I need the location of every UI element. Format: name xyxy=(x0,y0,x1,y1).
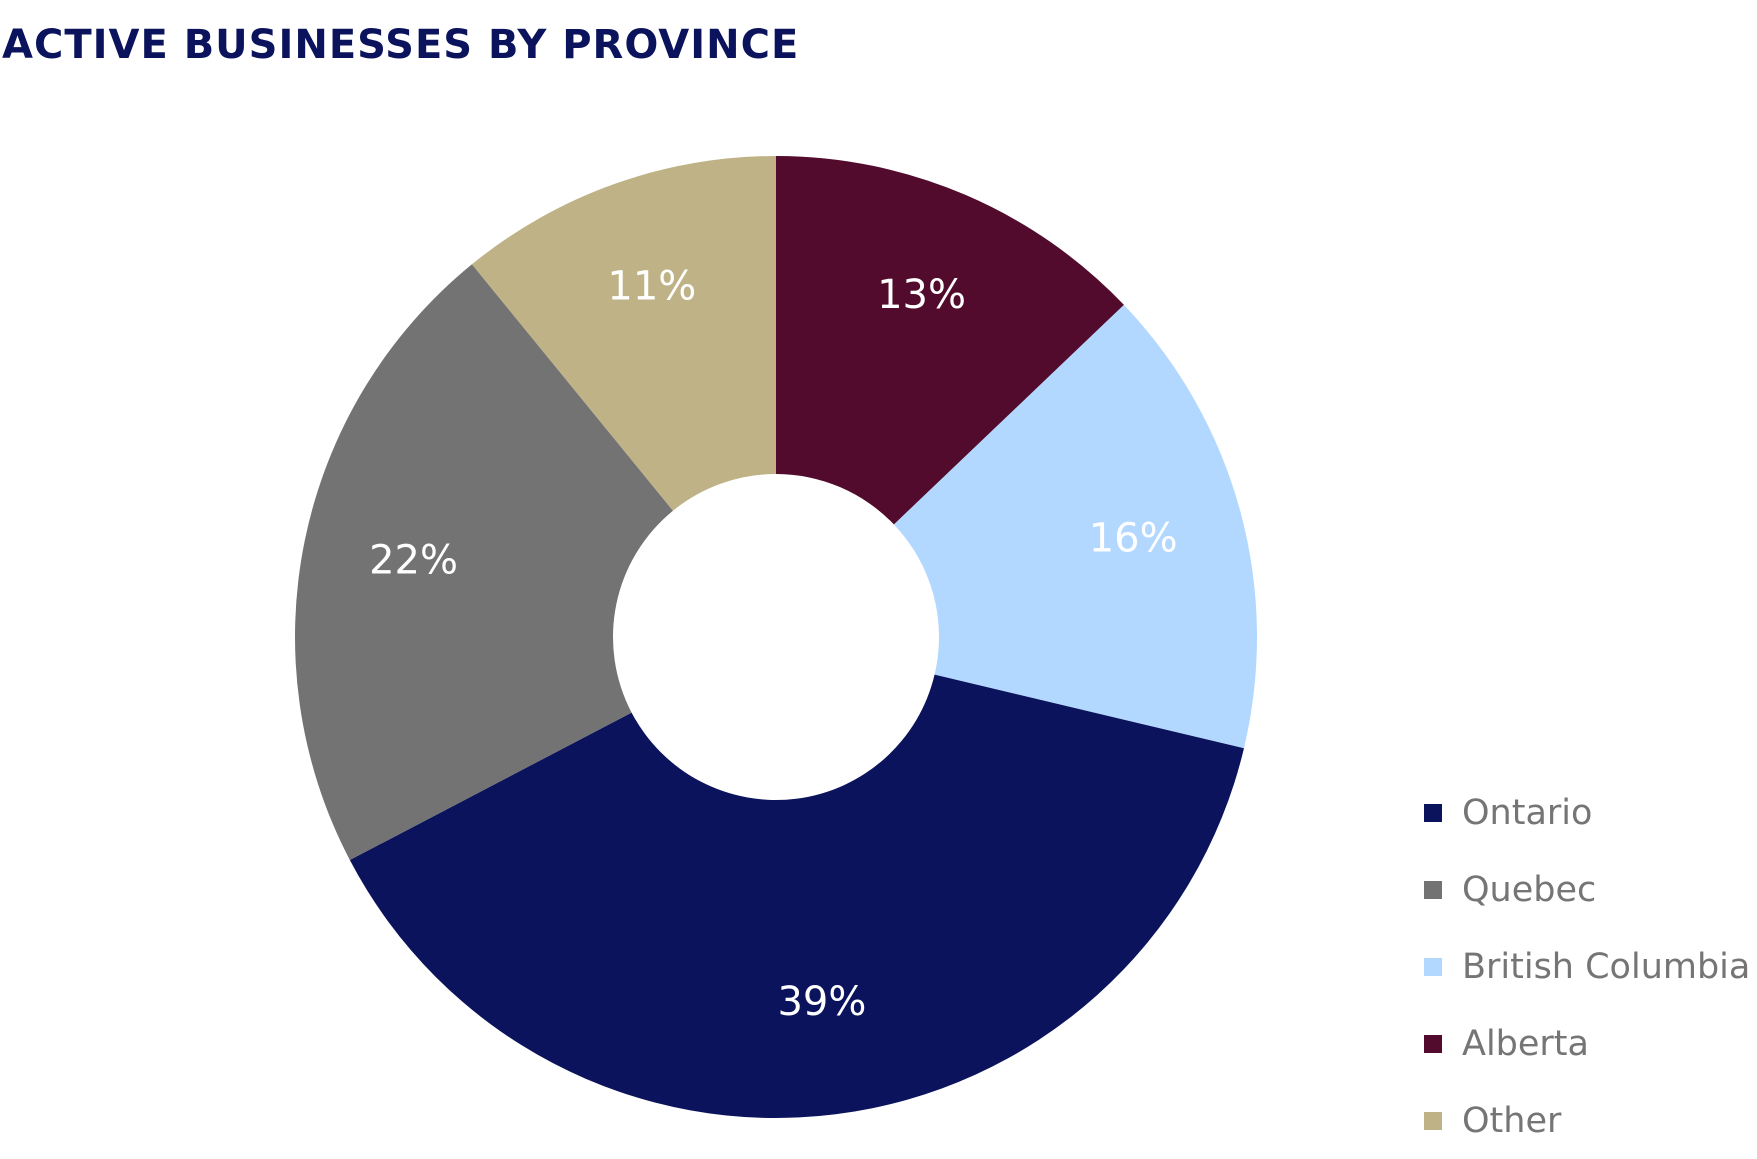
legend-item-british-columbia: British Columbia xyxy=(1424,928,1750,1005)
legend-swatch-alberta xyxy=(1424,1034,1442,1053)
slice-quebec xyxy=(295,264,673,861)
legend-item-alberta: Alberta xyxy=(1424,1005,1750,1082)
legend-swatch-other xyxy=(1424,1111,1442,1130)
legend-swatch-british-columbia xyxy=(1424,957,1442,976)
data-label-ontario: 39% xyxy=(777,979,866,1025)
chart-title: ACTIVE BUSINESSES BY PROVINCE xyxy=(2,22,800,68)
slice-ontario xyxy=(349,674,1244,1118)
slice-alberta xyxy=(776,156,1124,525)
data-label-other: 11% xyxy=(607,263,696,309)
data-label-alberta: 13% xyxy=(877,272,966,318)
chart-legend: Ontario Quebec British Columbia Alberta … xyxy=(1424,774,1750,1159)
slice-british-columbia xyxy=(893,304,1257,749)
legend-label-alberta: Alberta xyxy=(1462,1023,1589,1064)
slice-other xyxy=(471,156,776,511)
legend-label-other: Other xyxy=(1462,1100,1562,1141)
legend-item-other: Other xyxy=(1424,1082,1750,1159)
legend-label-quebec: Quebec xyxy=(1462,869,1597,910)
legend-label-ontario: Ontario xyxy=(1462,792,1593,833)
data-label-british-columbia: 16% xyxy=(1089,515,1178,561)
donut-chart: 13% 16% 39% 22% 11% xyxy=(295,156,1257,1118)
legend-swatch-quebec xyxy=(1424,880,1442,899)
legend-item-ontario: Ontario xyxy=(1424,774,1750,851)
legend-item-quebec: Quebec xyxy=(1424,851,1750,928)
data-label-quebec: 22% xyxy=(369,538,458,584)
legend-swatch-ontario xyxy=(1424,803,1442,822)
legend-label-british-columbia: British Columbia xyxy=(1462,946,1751,987)
